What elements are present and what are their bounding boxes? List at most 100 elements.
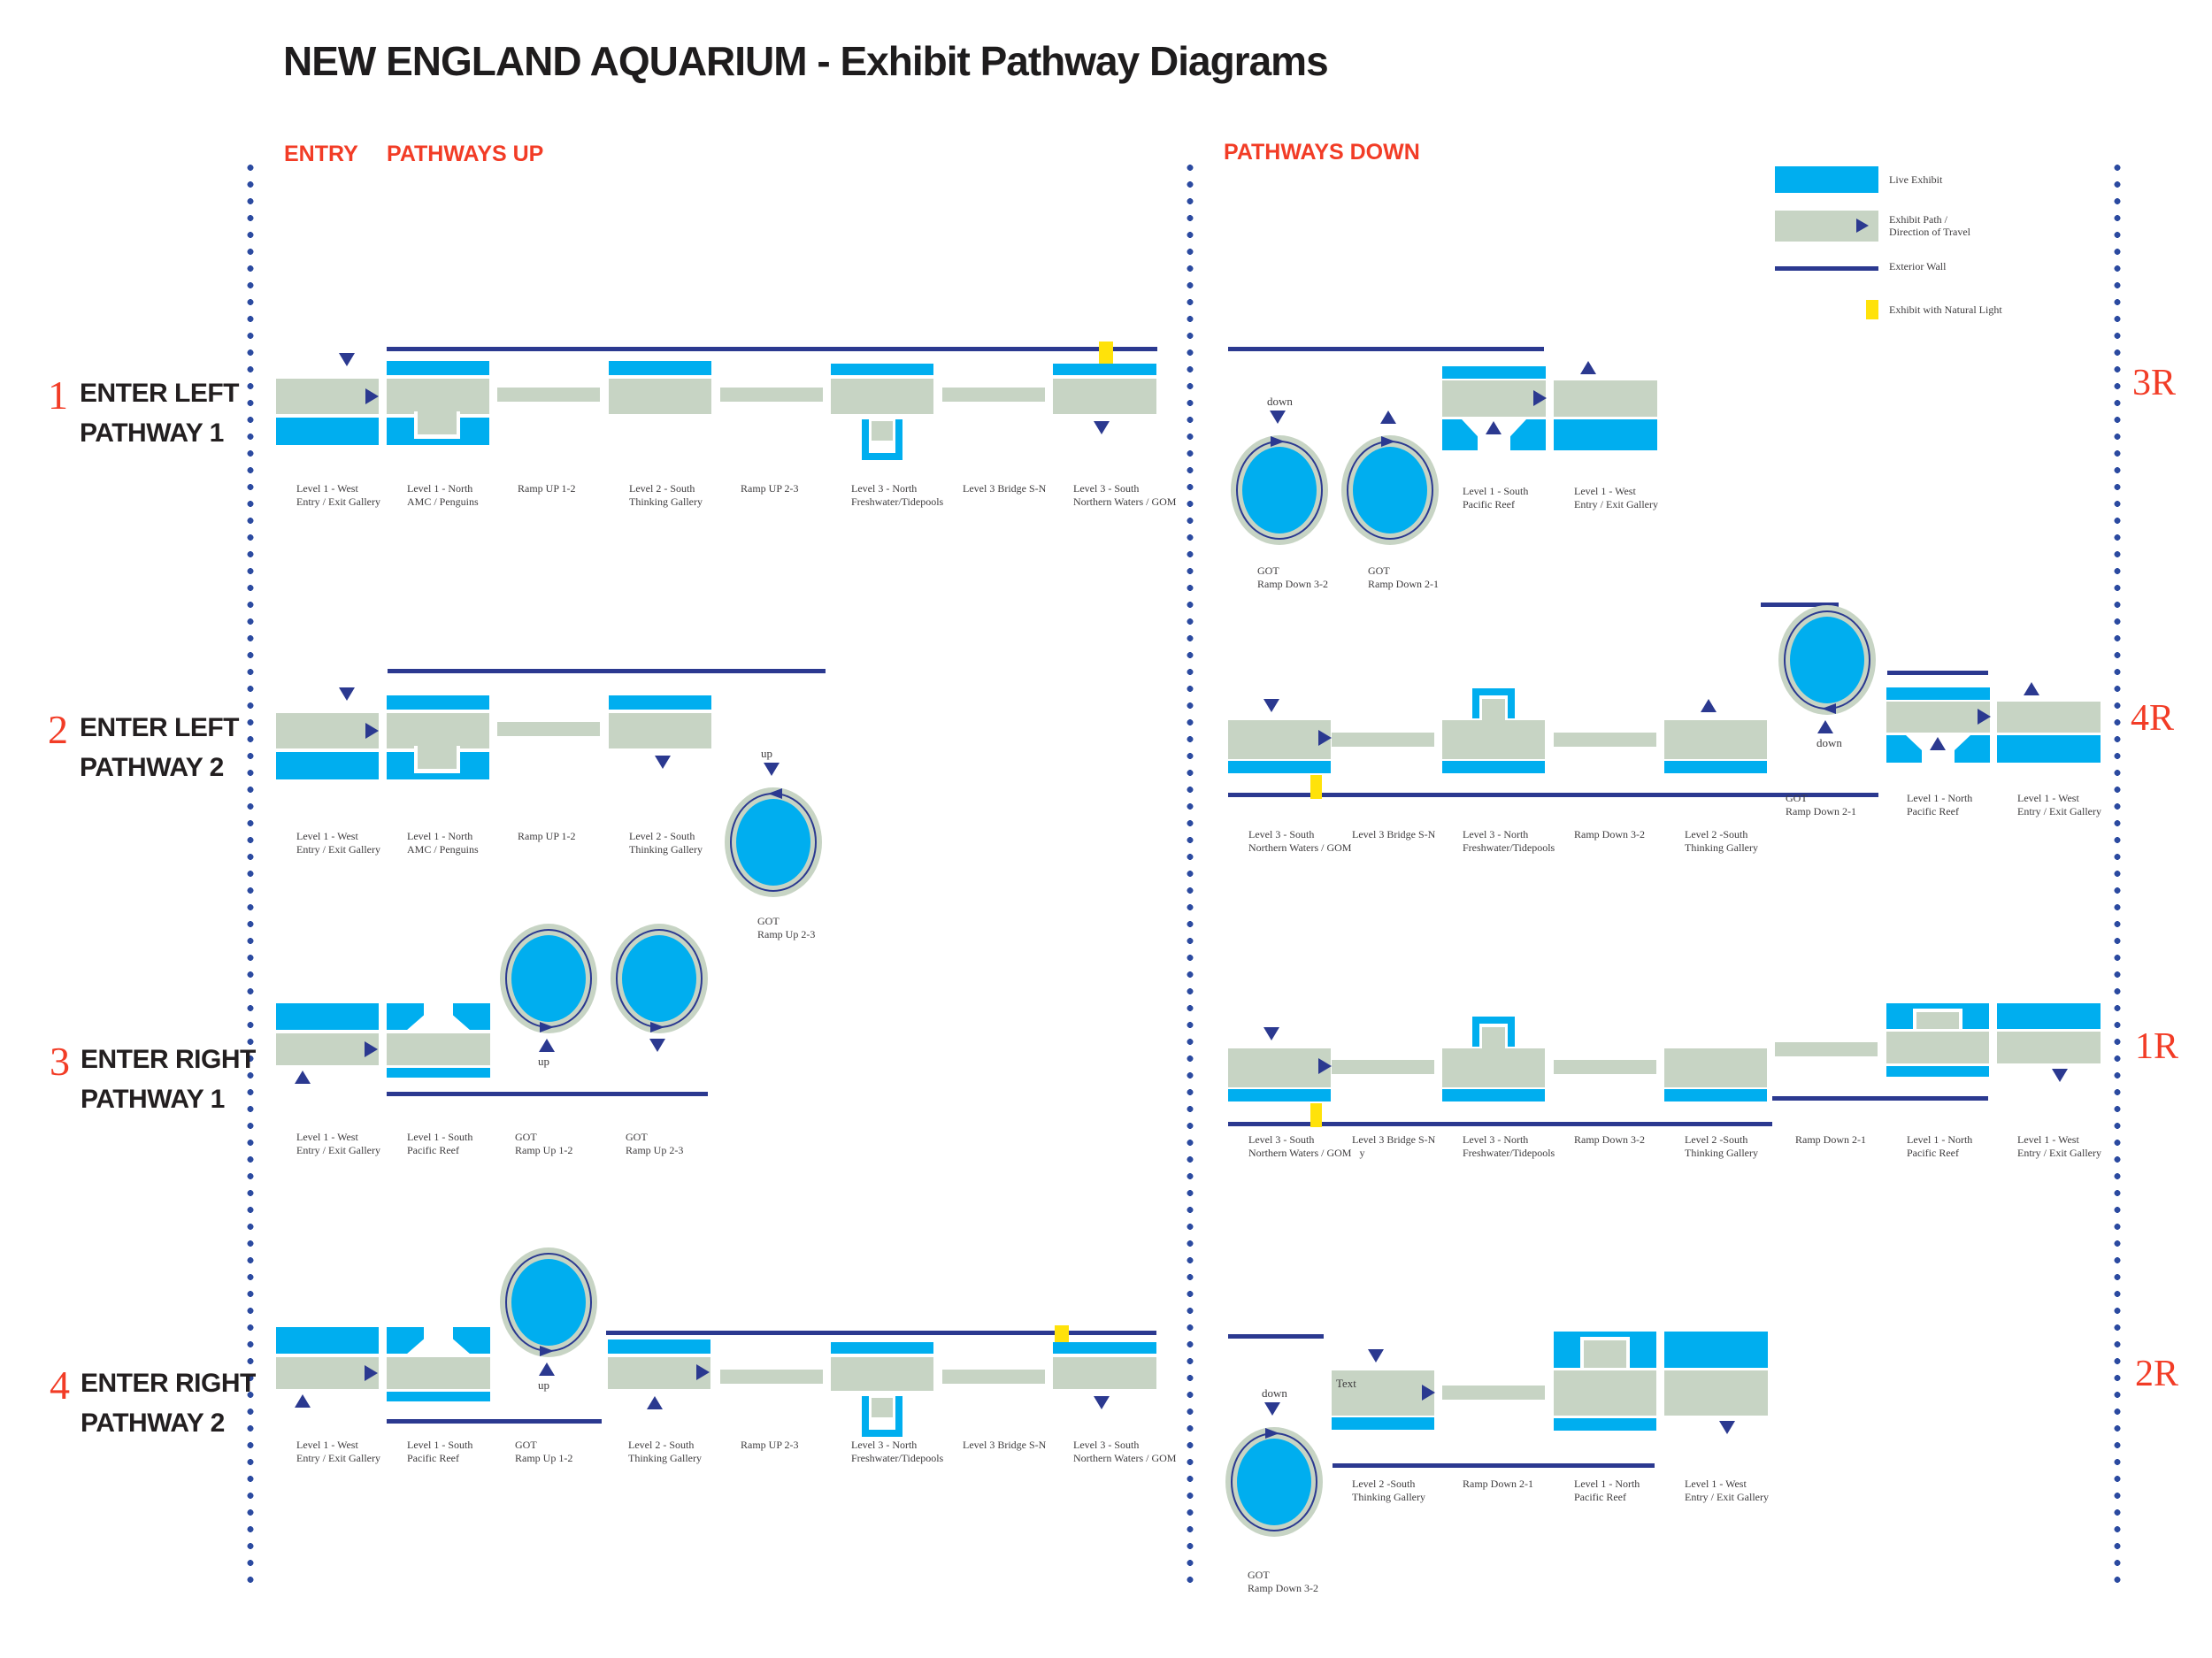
live-exhibit [1228,1089,1331,1101]
got-entry-arrow-icon [1264,1402,1280,1416]
exhibit-label: GOT [1786,792,1808,804]
exhibit-label: Entry / Exit Gallery [2017,1147,2101,1159]
ramp-direction-text: up [761,747,772,760]
exterior-wall [387,1419,602,1424]
exhibit-label: Entry / Exit Gallery [296,495,380,508]
exhibit-label: Ramp Down 2-1 [1786,805,1856,817]
exhibit-label: Level 3 Bridge S-N [963,1439,1047,1451]
exhibit-label: Ramp Down 2-1 [1463,1478,1533,1490]
exhibit-path [1997,1032,2101,1063]
exhibit-label: Ramp Up 1-2 [515,1144,573,1156]
exhibit-path [1886,1032,1989,1063]
row-number-1: 1 [48,372,68,418]
row-number-4R: 4R [2131,698,2175,739]
travel-arrow-icon [365,1041,378,1057]
exit-arrow-icon [1094,1396,1110,1409]
live-exhibit [1886,687,1990,700]
exit-arrow-icon [655,756,671,769]
exterior-wall [1772,1096,1988,1101]
live-exhibit [1997,1003,2101,1029]
enter-arrow-icon [295,1394,311,1408]
got-ramp-circle [500,1247,597,1357]
exhibit-path [276,379,379,414]
ramp-path [720,1370,823,1384]
row-title-3-line2: PATHWAY 1 [81,1085,225,1114]
live-exhibit [276,752,379,779]
got-ramp-circle [1778,605,1876,715]
exhibit-label: Freshwater/Tidepools [851,1452,944,1464]
exterior-wall [1228,1122,1772,1126]
exhibit-path-notch [1584,1340,1626,1368]
exhibit-label: Level 3 Bridge S-N [1352,1133,1436,1146]
exhibit-label: Ramp Down 2-1 [1795,1133,1866,1146]
exhibit-label: Entry / Exit Gallery [296,1452,380,1464]
exhibit-label: Thinking Gallery [629,495,703,508]
enter-arrow-icon [1486,421,1502,434]
live-exhibit [1955,735,1990,763]
natural-light-exhibit [1310,775,1322,799]
travel-arrow-icon [1533,389,1547,406]
exhibit-path [608,1357,710,1389]
exhibit-label: Level 3 - North [851,482,918,495]
got-entry-arrow-icon [1380,411,1396,424]
exterior-wall [1333,1463,1655,1468]
exhibit-path [831,1357,933,1391]
exhibit-label: Level 1 - West [2017,792,2079,804]
exhibit-path [1053,379,1156,414]
exhibit-path [831,379,933,414]
exhibit-label: Entry / Exit Gallery [2017,805,2101,817]
live-exhibit [1664,761,1767,773]
live-exhibit [387,1003,424,1030]
exhibit-label: GOT [515,1131,537,1143]
exhibit-label: Ramp UP 2-3 [741,482,799,495]
live-exhibit [1053,364,1156,375]
row-number-2R: 2R [2135,1354,2179,1394]
exhibit-label: Ramp Down 3-2 [1257,578,1328,590]
exhibit-label: Level 1 - North [1907,1133,1973,1146]
exhibit-path-notch [418,411,457,434]
enter-arrow-icon [1263,699,1279,712]
exhibit-label: Level 2 -South [1685,1133,1748,1146]
tidepool-path [1482,1027,1505,1048]
enter-arrow-icon [1263,1027,1279,1040]
live-exhibit [1442,366,1546,379]
exhibit-label: Thinking Gallery [629,843,703,856]
header-entry: ENTRY [284,142,358,166]
exhibit-label: Ramp Up 2-3 [757,928,816,940]
exhibit-label: Level 3 - South [1073,482,1140,495]
dotted-border-middle [1187,164,1194,1593]
live-exhibit [387,1327,424,1354]
exhibit-path [276,1357,379,1389]
exit-arrow-icon [1094,421,1110,434]
exhibit-path [1664,1048,1767,1087]
row-title-3-line1: ENTER RIGHT [81,1045,256,1074]
travel-arrow-icon [1318,1058,1332,1074]
legend-natural-light-label: Exhibit with Natural Light [1889,303,2002,316]
live-exhibit [1053,1342,1156,1354]
exhibit-label: Ramp Down 3-2 [1248,1582,1318,1594]
live-exhibit [1332,1417,1434,1430]
exhibit-label: Level 1 - West [1685,1478,1747,1490]
legend-exterior-wall-swatch [1775,266,1878,271]
travel-arrow-icon [365,1365,378,1381]
got-ramp-circle [611,924,708,1033]
exhibit-label: Northern Waters / GOM y [1248,1147,1365,1159]
ramp-path [1442,1386,1545,1400]
exhibit-label: AMC / Penguins [407,843,479,856]
exhibit-path [387,1033,490,1065]
natural-light-exhibit [1310,1103,1322,1127]
exhibit-label: Level 3 Bridge S-N [963,482,1047,495]
exhibit-label: Ramp Down 2-1 [1368,578,1439,590]
enter-arrow-icon [1701,699,1717,712]
exhibit-path [1442,1048,1545,1087]
live-exhibit [1554,419,1657,450]
got-ramp-circle [1225,1427,1323,1537]
exhibit-path [387,713,489,748]
exterior-wall [1761,603,1839,607]
exhibit-label: Level 3 - South [1073,1439,1140,1451]
exhibit-label: Northern Waters / GOM [1073,1452,1177,1464]
got-exit-arrow-icon [1817,720,1833,733]
exhibit-label: Level 1 - North [407,830,473,842]
exhibit-path [609,713,711,748]
